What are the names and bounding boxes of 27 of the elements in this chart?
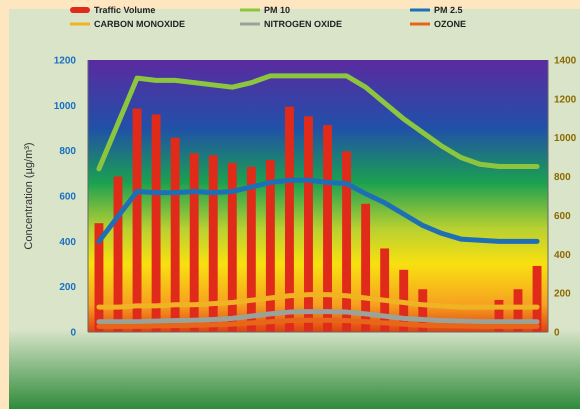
bar <box>152 114 161 332</box>
y-tick-label: 0 <box>70 328 76 338</box>
y-tick-label: 800 <box>59 146 76 158</box>
legend-label: OZONE <box>434 19 466 30</box>
y-tick-label: 600 <box>59 192 76 202</box>
y2-tick-label: 1000 <box>554 133 577 144</box>
bar <box>132 108 142 332</box>
y-tick-label: 400 <box>59 236 76 248</box>
y2-tick-label: 1400 <box>554 56 577 66</box>
y-tick-label: 1200 <box>54 56 76 66</box>
legend-label: CARBON MONOXIDE <box>94 19 186 30</box>
y2-tick-label: 1200 <box>554 94 577 106</box>
y2-tick-label: 0 <box>554 328 560 338</box>
y2-tick-label: 600 <box>554 210 572 222</box>
bar <box>323 125 332 332</box>
bar <box>284 106 294 332</box>
legend-label: NITROGEN OXIDE <box>264 19 342 30</box>
y2-tick-label: 200 <box>554 288 572 300</box>
y-tick-label: 200 <box>59 282 76 294</box>
legend-label: PM 10 <box>264 5 290 16</box>
y-tick-label: 1000 <box>54 100 76 112</box>
legend-label: PM 2.5 <box>434 5 463 16</box>
y2-tick-label: 400 <box>554 250 572 261</box>
y-axis-title: Concentration (µg/m³) <box>23 142 35 250</box>
bar <box>170 138 180 332</box>
y2-tick-label: 800 <box>554 172 572 184</box>
legend-label: Traffic Volume <box>94 5 156 16</box>
